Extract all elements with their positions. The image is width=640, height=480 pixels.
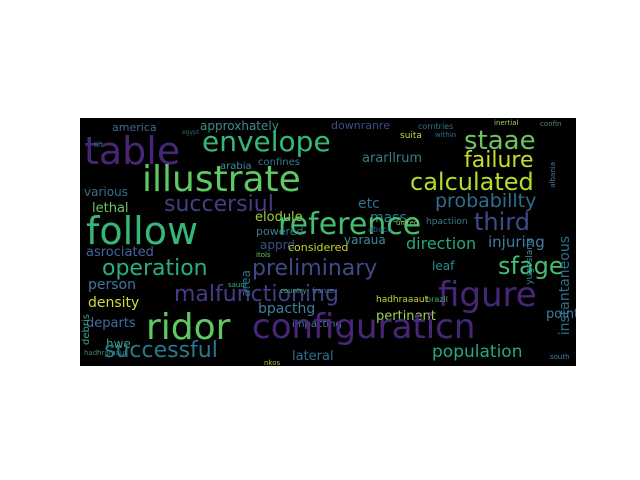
- word-lethal: lethal: [92, 201, 129, 216]
- word-follow: follow: [86, 209, 199, 253]
- word-probabillty: probabillty: [435, 190, 537, 212]
- word-direction: direction: [406, 234, 477, 253]
- word-figure: figure: [438, 275, 537, 315]
- word-bpacthg: bpacthg: [258, 301, 316, 317]
- word-ararllrum: ararllrum: [362, 151, 423, 166]
- word-albania: albania: [549, 162, 557, 188]
- word-yugoslaria-v: yugoslaria: [525, 238, 535, 285]
- word-asrociated: asrociated: [86, 245, 154, 260]
- word-approxhately: approxhately: [200, 119, 279, 133]
- word-france: france: [312, 287, 335, 295]
- word-egypt: egypt: [182, 129, 200, 136]
- word-successful: successful: [104, 338, 218, 363]
- word-person: person: [88, 277, 136, 293]
- word-inertial: inertial: [494, 119, 519, 127]
- word-density: density: [88, 295, 140, 311]
- word-nkos: nkos: [264, 359, 281, 367]
- word-confin: confin: [540, 120, 562, 128]
- word-staae: staae: [464, 126, 536, 156]
- word-confines: confines: [258, 157, 300, 168]
- word-various: various: [84, 185, 128, 199]
- word-considered: considered: [288, 241, 349, 254]
- word-hpactiion: hpactiion: [426, 217, 468, 227]
- word-malfunctioning: malfunctioning: [174, 282, 339, 307]
- word-etc: etc: [358, 196, 380, 212]
- word-third: third: [474, 208, 530, 236]
- word-elodule: elodule: [255, 210, 303, 225]
- word-downranre: downranre: [331, 119, 390, 132]
- word-injuring: injuring: [488, 233, 545, 251]
- word-debris-v: debris: [81, 314, 92, 345]
- word-brazil: brazil: [426, 295, 448, 304]
- word-population: population: [432, 342, 523, 362]
- word-corntries: corntries: [418, 122, 454, 131]
- word-mass: mass: [370, 210, 407, 226]
- word-succersiul: succersiul: [164, 192, 274, 217]
- word-within: within: [435, 131, 457, 139]
- word-country: country: [280, 287, 307, 295]
- word-impacting: impacting: [292, 319, 342, 330]
- word-hwe: hwe: [106, 337, 131, 351]
- word-arabia: arabia: [220, 161, 252, 172]
- word-pertinent: pertinent: [376, 309, 436, 324]
- word-configuraticn: configuraticn: [252, 307, 476, 347]
- word-suita: suita: [400, 131, 422, 141]
- word-hadhramaut: hadhramaut: [84, 349, 128, 357]
- word-reference: reference: [278, 207, 422, 242]
- word-point: point: [546, 307, 576, 322]
- word-instantaneous: instantaneous: [557, 236, 573, 336]
- word-south: south: [550, 353, 570, 361]
- word-united: united: [396, 219, 419, 227]
- word-table: table: [84, 129, 181, 173]
- word-hadhraaaut: hadhraaaut: [376, 295, 429, 305]
- word-varaua: varaua: [344, 233, 386, 247]
- word-departs: departs: [86, 316, 136, 331]
- word-cloud: america egypt downranre corntries inerti…: [80, 118, 576, 366]
- word-america: america: [112, 121, 157, 134]
- word-leaf: leaf: [432, 259, 455, 273]
- word-operation: operation: [102, 256, 208, 281]
- word-envelope: envelope: [202, 125, 331, 158]
- word-preliminary: preliminary: [252, 256, 378, 281]
- word-area: area: [239, 270, 253, 297]
- word-lateral: lateral: [292, 349, 334, 364]
- word-powered: powered: [256, 225, 304, 238]
- word-illustrate: illustrate: [142, 159, 301, 200]
- word-lift: lift: [94, 141, 103, 149]
- word-apprd: apprd: [260, 238, 295, 252]
- word-abaco: abaco: [368, 225, 393, 234]
- word-calculated: calculated: [410, 168, 534, 196]
- word-itols: itols: [256, 251, 271, 259]
- word-saudi: saudi: [228, 281, 247, 289]
- word-ridor: ridor: [146, 307, 231, 348]
- word-failure: failure: [464, 148, 534, 173]
- word-sfage: sfage: [498, 252, 564, 280]
